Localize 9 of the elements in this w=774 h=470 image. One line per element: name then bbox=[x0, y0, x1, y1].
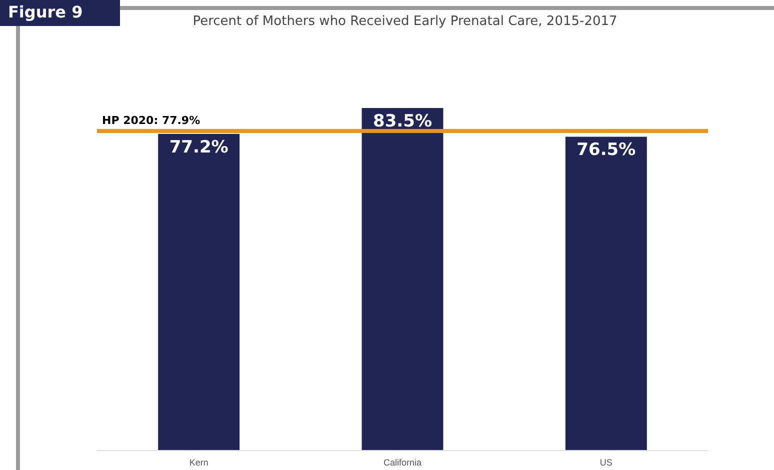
ref-line-label: HP 2020: 77.9% bbox=[102, 114, 200, 127]
data-label: 83.5% bbox=[373, 112, 432, 132]
x-tick-label: Kern bbox=[189, 458, 208, 468]
caption: Figure 9 bbox=[8, 2, 83, 22]
data-label: 77.2% bbox=[169, 137, 228, 158]
x-tick-label: US bbox=[600, 458, 612, 468]
x-tick-label: California bbox=[383, 458, 422, 468]
data-label: 76.5% bbox=[576, 140, 636, 160]
chart-title: Percent of Mothers who Received Early Prenatal Care, 2015-2017 bbox=[192, 14, 618, 29]
